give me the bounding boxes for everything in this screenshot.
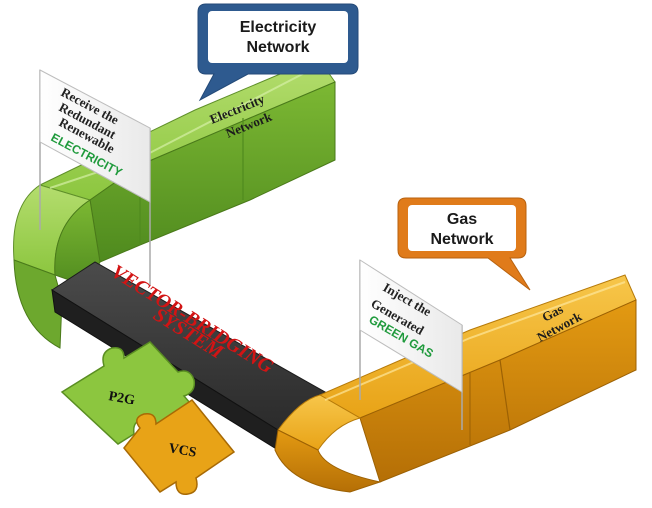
electricity-bubble-inner (208, 11, 348, 63)
vcs-label: VCS (167, 441, 197, 461)
electricity-pipe-arm-front (89, 81, 336, 263)
p2g-label: P2G (107, 389, 136, 408)
gas-bubble-line1: Gas (447, 211, 477, 228)
gas-flag-banner (359, 259, 463, 393)
gas-bubble-inner (408, 205, 516, 251)
gas-bubble: Gas Network (397, 197, 531, 291)
gas-pipe (274, 274, 637, 493)
gas-bubble-line2: Network (430, 231, 493, 248)
electricity-bubble: Electricity Network (197, 3, 359, 102)
vcs-piece-shape (123, 398, 236, 495)
electricity-flag-banner (39, 69, 151, 203)
gas-pipe-elbow-top (277, 394, 362, 451)
gas-pipe-elbow-front (274, 429, 382, 493)
electricity-bubble-line1: Electricity (240, 19, 317, 36)
electricity-bubble-line2: Network (246, 39, 309, 56)
vcs-puzzle-piece: VCS (123, 398, 236, 495)
electricity-pipe-elbow-side (13, 259, 63, 349)
